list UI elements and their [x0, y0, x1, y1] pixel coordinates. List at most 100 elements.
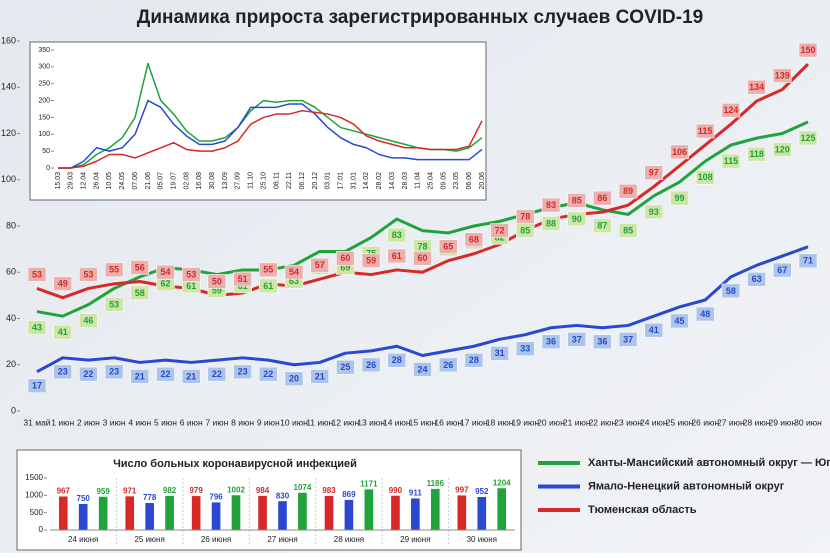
- data-label: 72: [495, 225, 505, 235]
- data-label: 125: [800, 133, 815, 143]
- bar: [145, 503, 154, 530]
- data-label-box: [438, 239, 458, 254]
- data-label-box: [464, 353, 484, 368]
- x-tick-label: 30 июн: [794, 417, 822, 427]
- data-label: 997: [455, 486, 469, 495]
- data-label-box: [361, 357, 381, 373]
- data-label: 36: [546, 337, 556, 347]
- x-tick-label: 03.01: [325, 172, 332, 190]
- data-label-box: [490, 223, 509, 238]
- x-tick-label: 28.02: [376, 172, 383, 190]
- series-line: [58, 99, 483, 169]
- data-label: 115: [698, 126, 713, 136]
- data-label: 952: [475, 487, 489, 496]
- data-label-box: [207, 274, 227, 289]
- x-tick-label: 16.08: [196, 172, 203, 190]
- data-label: 1204: [493, 478, 511, 487]
- data-label: 990: [389, 486, 403, 495]
- y-tick-label: 350: [38, 47, 50, 54]
- data-label-box: [773, 142, 792, 157]
- data-label: 46: [83, 316, 93, 326]
- data-label-box: [670, 144, 689, 160]
- x-tick-label: 12 июн: [332, 417, 360, 427]
- data-label: 56: [135, 262, 145, 272]
- data-label: 120: [775, 144, 790, 154]
- data-label: 85: [520, 225, 530, 235]
- y-tick-label: 100: [38, 131, 50, 138]
- data-label: 26: [366, 360, 376, 370]
- data-label-box: [259, 278, 278, 294]
- data-label: 984: [256, 486, 270, 495]
- y-tick-label: 200: [38, 97, 50, 104]
- data-label: 90: [572, 214, 582, 224]
- data-label-box: [644, 322, 664, 338]
- data-label: 69: [340, 262, 350, 272]
- data-label: 85: [623, 225, 633, 235]
- data-label-box: [27, 378, 47, 393]
- data-label-box: [541, 197, 561, 213]
- data-label: 118: [749, 149, 764, 159]
- data-label-box: [670, 313, 689, 329]
- x-tick-label: 14.02: [363, 172, 370, 190]
- data-label-box: [233, 364, 252, 380]
- bar: [165, 495, 174, 530]
- data-label-box: [695, 306, 715, 322]
- x-tick-label: 24.05: [119, 172, 126, 190]
- x-tick-label: 26 июн: [691, 417, 719, 427]
- x-tick-label: 17 июн: [460, 417, 488, 427]
- data-label-box: [618, 223, 638, 238]
- x-tick-label: 10 июн: [280, 417, 308, 427]
- data-label: 43: [32, 322, 42, 332]
- x-tick-label: 07.06: [132, 172, 139, 190]
- data-label: 1074: [294, 483, 312, 492]
- y-tick-label: 1000: [25, 490, 43, 499]
- x-tick-label: 27 июня: [267, 535, 297, 544]
- data-label-box: [53, 364, 72, 380]
- bar: [191, 496, 201, 530]
- x-tick-label: 08.11: [273, 172, 280, 189]
- x-tick-label: 15 июн: [409, 417, 437, 427]
- data-label: 36: [597, 337, 607, 347]
- data-label: 830: [276, 491, 290, 500]
- data-label-box: [618, 332, 638, 347]
- data-label-box: [747, 79, 766, 95]
- data-label: 88: [546, 218, 556, 228]
- data-label-box: [27, 267, 47, 282]
- data-label: 911: [409, 489, 422, 498]
- data-label: 150: [800, 45, 815, 55]
- x-tick-label: 1 июн: [51, 417, 74, 427]
- data-label: 54: [160, 267, 170, 277]
- data-label-box: [27, 320, 47, 335]
- data-label: 23: [238, 367, 248, 377]
- bar: [211, 502, 221, 530]
- data-label-box: [721, 283, 741, 299]
- data-label-box: [259, 262, 278, 278]
- data-label: 983: [322, 486, 336, 495]
- bar: [324, 495, 334, 530]
- data-label: 979: [189, 486, 203, 495]
- data-label: 89: [623, 186, 633, 196]
- data-label-box: [284, 264, 304, 280]
- x-tick-label: 20.12: [312, 172, 319, 190]
- data-label: 85: [572, 195, 582, 205]
- y-tick-label: 60: [6, 267, 16, 277]
- data-label: 55: [109, 265, 119, 275]
- data-label-box: [130, 260, 150, 275]
- data-label-box: [567, 211, 586, 227]
- data-label-box: [207, 366, 227, 382]
- data-label: 83: [546, 200, 556, 210]
- data-label-box: [567, 332, 586, 347]
- x-tick-label: 7 июн: [205, 417, 228, 427]
- bar: [411, 498, 420, 530]
- data-label: 86: [597, 193, 607, 203]
- x-tick-label: 09.05: [440, 172, 447, 190]
- bar: [391, 495, 400, 530]
- data-label: 23: [58, 367, 68, 377]
- data-label: 26: [443, 360, 453, 370]
- data-label: 53: [186, 269, 196, 279]
- data-label-box: [181, 267, 201, 282]
- x-tick-label: 19 июн: [511, 417, 539, 427]
- data-label: 778: [143, 493, 157, 502]
- data-label: 60: [340, 253, 350, 263]
- data-label: 67: [777, 265, 787, 275]
